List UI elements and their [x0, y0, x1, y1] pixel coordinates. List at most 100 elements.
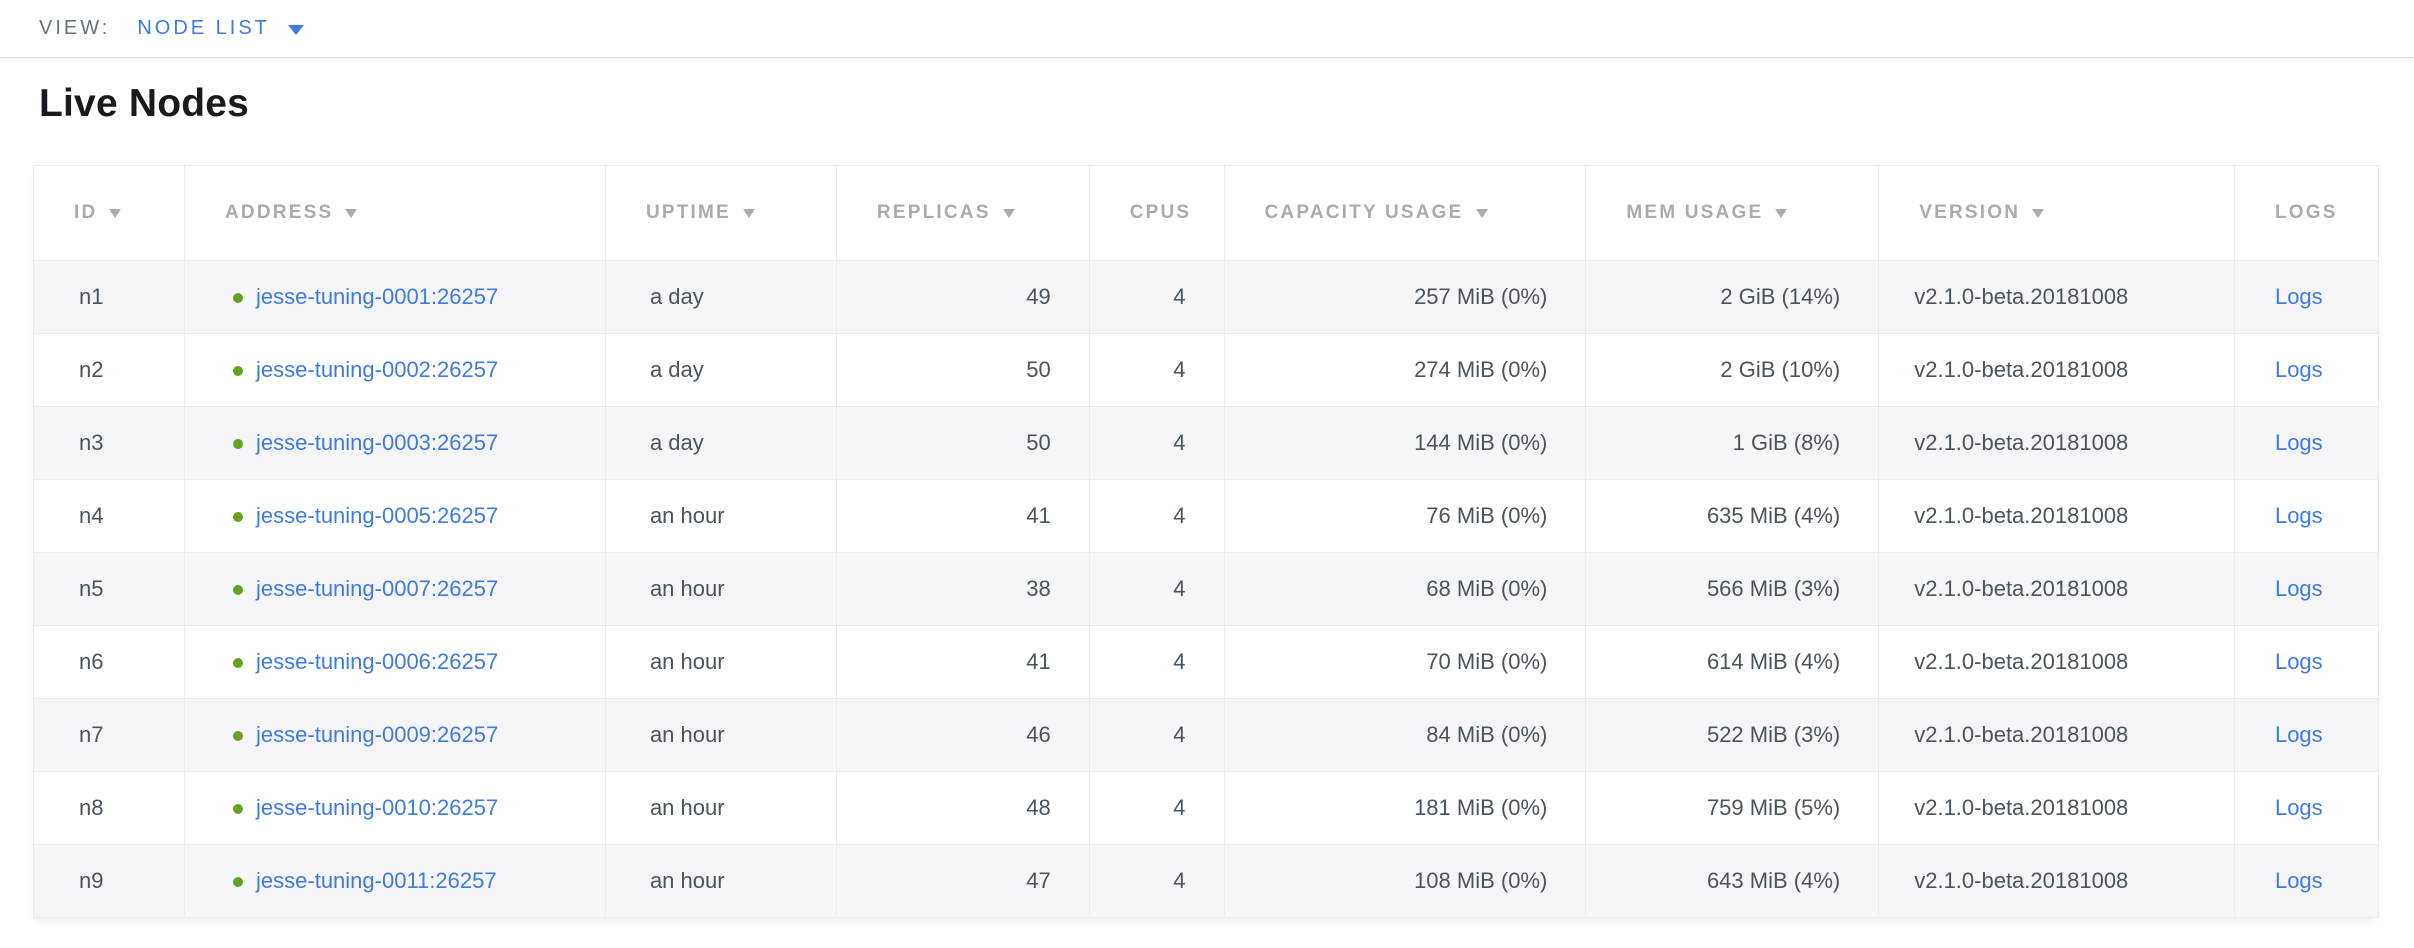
logs-link[interactable]: Logs	[2274, 357, 2323, 382]
logs-link[interactable]: Logs	[2274, 430, 2323, 455]
table-row: n2 jesse-tuning-0002:26257 a day 50 4 274 MiB…	[32, 333, 2380, 407]
sort-arrow-icon	[1775, 209, 1788, 218]
column-header-label: VERSION	[1919, 202, 2021, 223]
cell-uptime: a day	[604, 406, 837, 480]
logs-link[interactable]: Logs	[2274, 795, 2323, 820]
cell-logs: Logs	[2233, 844, 2380, 918]
cell-uptime: a day	[604, 260, 837, 334]
cell-uptime: an hour	[604, 625, 837, 699]
cell-replicas: 41	[835, 479, 1090, 553]
column-header-label: CPUS	[1129, 202, 1192, 223]
cell-address: jesse-tuning-0003:26257	[184, 406, 606, 480]
healthy-status-icon	[233, 585, 244, 595]
column-header-logs: LOGS	[2233, 165, 2380, 261]
cell-address: jesse-tuning-0005:26257	[184, 479, 606, 553]
cell-version: v2.1.0-beta.20181008	[1878, 625, 2235, 699]
column-header-uptime[interactable]: UPTIME	[604, 165, 837, 261]
cell-version: v2.1.0-beta.20181008	[1878, 698, 2235, 772]
table-body: n1 jesse-tuning-0001:26257 a day 49 4 257 MiB…	[32, 260, 2380, 918]
column-header-mem[interactable]: MEM USAGE	[1585, 165, 1880, 261]
cell-uptime: an hour	[604, 479, 837, 553]
node-address-link[interactable]: jesse-tuning-0010:26257	[256, 795, 499, 820]
cell-id: n9	[32, 844, 186, 918]
cell-replicas: 49	[835, 260, 1090, 334]
node-address-link[interactable]: jesse-tuning-0003:26257	[256, 430, 499, 455]
healthy-status-icon	[233, 366, 244, 376]
column-header-replicas[interactable]: REPLICAS	[835, 165, 1090, 261]
logs-link[interactable]: Logs	[2274, 503, 2323, 528]
healthy-status-icon	[233, 658, 244, 668]
column-header-label: ID	[74, 202, 98, 223]
cell-cpus: 4	[1088, 260, 1225, 334]
cell-replicas: 50	[835, 333, 1090, 407]
column-header-id[interactable]: ID	[32, 165, 186, 261]
sort-arrow-icon	[109, 209, 122, 218]
sort-arrow-icon	[2032, 209, 2045, 218]
cell-address: jesse-tuning-0001:26257	[184, 260, 606, 334]
logs-link[interactable]: Logs	[2274, 284, 2323, 309]
cell-logs: Logs	[2233, 771, 2380, 845]
cell-mem: 635 MiB (4%)	[1585, 479, 1880, 553]
column-header-address[interactable]: ADDRESS	[184, 165, 606, 261]
cell-cpus: 4	[1088, 406, 1225, 480]
cell-cpus: 4	[1088, 479, 1225, 553]
cell-version: v2.1.0-beta.20181008	[1878, 844, 2235, 918]
cell-mem: 2 GiB (14%)	[1585, 260, 1880, 334]
node-address-link[interactable]: jesse-tuning-0011:26257	[256, 868, 497, 893]
logs-link[interactable]: Logs	[2274, 868, 2323, 893]
cell-uptime: an hour	[604, 844, 837, 918]
logs-link[interactable]: Logs	[2274, 649, 2323, 674]
page-title: Live Nodes	[39, 82, 250, 125]
cell-address: jesse-tuning-0007:26257	[184, 552, 606, 626]
cell-logs: Logs	[2233, 406, 2380, 480]
node-address-link[interactable]: jesse-tuning-0002:26257	[256, 357, 499, 382]
node-address-link[interactable]: jesse-tuning-0005:26257	[256, 503, 499, 528]
cell-address: jesse-tuning-0002:26257	[184, 333, 606, 407]
logs-link[interactable]: Logs	[2274, 576, 2323, 601]
table-row: n6 jesse-tuning-0006:26257 an hour 41 4 70 Mi…	[32, 625, 2380, 699]
cell-replicas: 48	[835, 771, 1090, 845]
cell-version: v2.1.0-beta.20181008	[1878, 479, 2235, 553]
cell-logs: Logs	[2233, 625, 2380, 699]
cell-replicas: 41	[835, 625, 1090, 699]
cell-version: v2.1.0-beta.20181008	[1878, 771, 2235, 845]
table-row: n4 jesse-tuning-0005:26257 an hour 41 4 76 Mi…	[32, 479, 2380, 553]
cell-capacity: 144 MiB (0%)	[1223, 406, 1587, 480]
node-address-link[interactable]: jesse-tuning-0009:26257	[256, 722, 499, 747]
cell-logs: Logs	[2233, 552, 2380, 626]
table-row: n7 jesse-tuning-0009:26257 an hour 46 4 84 Mi…	[32, 698, 2380, 772]
column-header-label: UPTIME	[645, 202, 731, 223]
cell-version: v2.1.0-beta.20181008	[1878, 552, 2235, 626]
cell-capacity: 68 MiB (0%)	[1223, 552, 1587, 626]
healthy-status-icon	[233, 512, 244, 522]
node-address-link[interactable]: jesse-tuning-0007:26257	[256, 576, 499, 601]
cell-cpus: 4	[1088, 698, 1225, 772]
cell-replicas: 38	[835, 552, 1090, 626]
cell-version: v2.1.0-beta.20181008	[1878, 333, 2235, 407]
view-dropdown-value: NODE LIST	[137, 17, 270, 39]
view-selector-bar: VIEW: NODE LIST	[0, 0, 2414, 58]
cell-id: n7	[32, 698, 186, 772]
cell-capacity: 108 MiB (0%)	[1223, 844, 1587, 918]
cell-logs: Logs	[2233, 479, 2380, 553]
cell-address: jesse-tuning-0009:26257	[184, 698, 606, 772]
logs-link[interactable]: Logs	[2274, 722, 2323, 747]
table-header: ID ADDRESS UPTIME REPLICAS CPUS CAPACITY USAG…	[32, 165, 2380, 261]
node-address-link[interactable]: jesse-tuning-0006:26257	[256, 649, 499, 674]
healthy-status-icon	[233, 804, 244, 814]
cell-capacity: 181 MiB (0%)	[1223, 771, 1587, 845]
cell-address: jesse-tuning-0006:26257	[184, 625, 606, 699]
cell-id: n6	[32, 625, 186, 699]
table-row: n1 jesse-tuning-0001:26257 a day 49 4 257 MiB…	[32, 260, 2380, 334]
column-header-version[interactable]: VERSION	[1878, 165, 2235, 261]
cell-replicas: 50	[835, 406, 1090, 480]
sort-arrow-icon	[1475, 209, 1488, 218]
cell-uptime: an hour	[604, 552, 837, 626]
cell-logs: Logs	[2233, 698, 2380, 772]
node-address-link[interactable]: jesse-tuning-0001:26257	[256, 284, 499, 309]
column-header-capacity[interactable]: CAPACITY USAGE	[1223, 165, 1587, 261]
healthy-status-icon	[233, 877, 244, 887]
sort-arrow-icon	[742, 209, 755, 218]
view-dropdown[interactable]: NODE LIST	[137, 17, 304, 40]
cell-mem: 643 MiB (4%)	[1585, 844, 1880, 918]
